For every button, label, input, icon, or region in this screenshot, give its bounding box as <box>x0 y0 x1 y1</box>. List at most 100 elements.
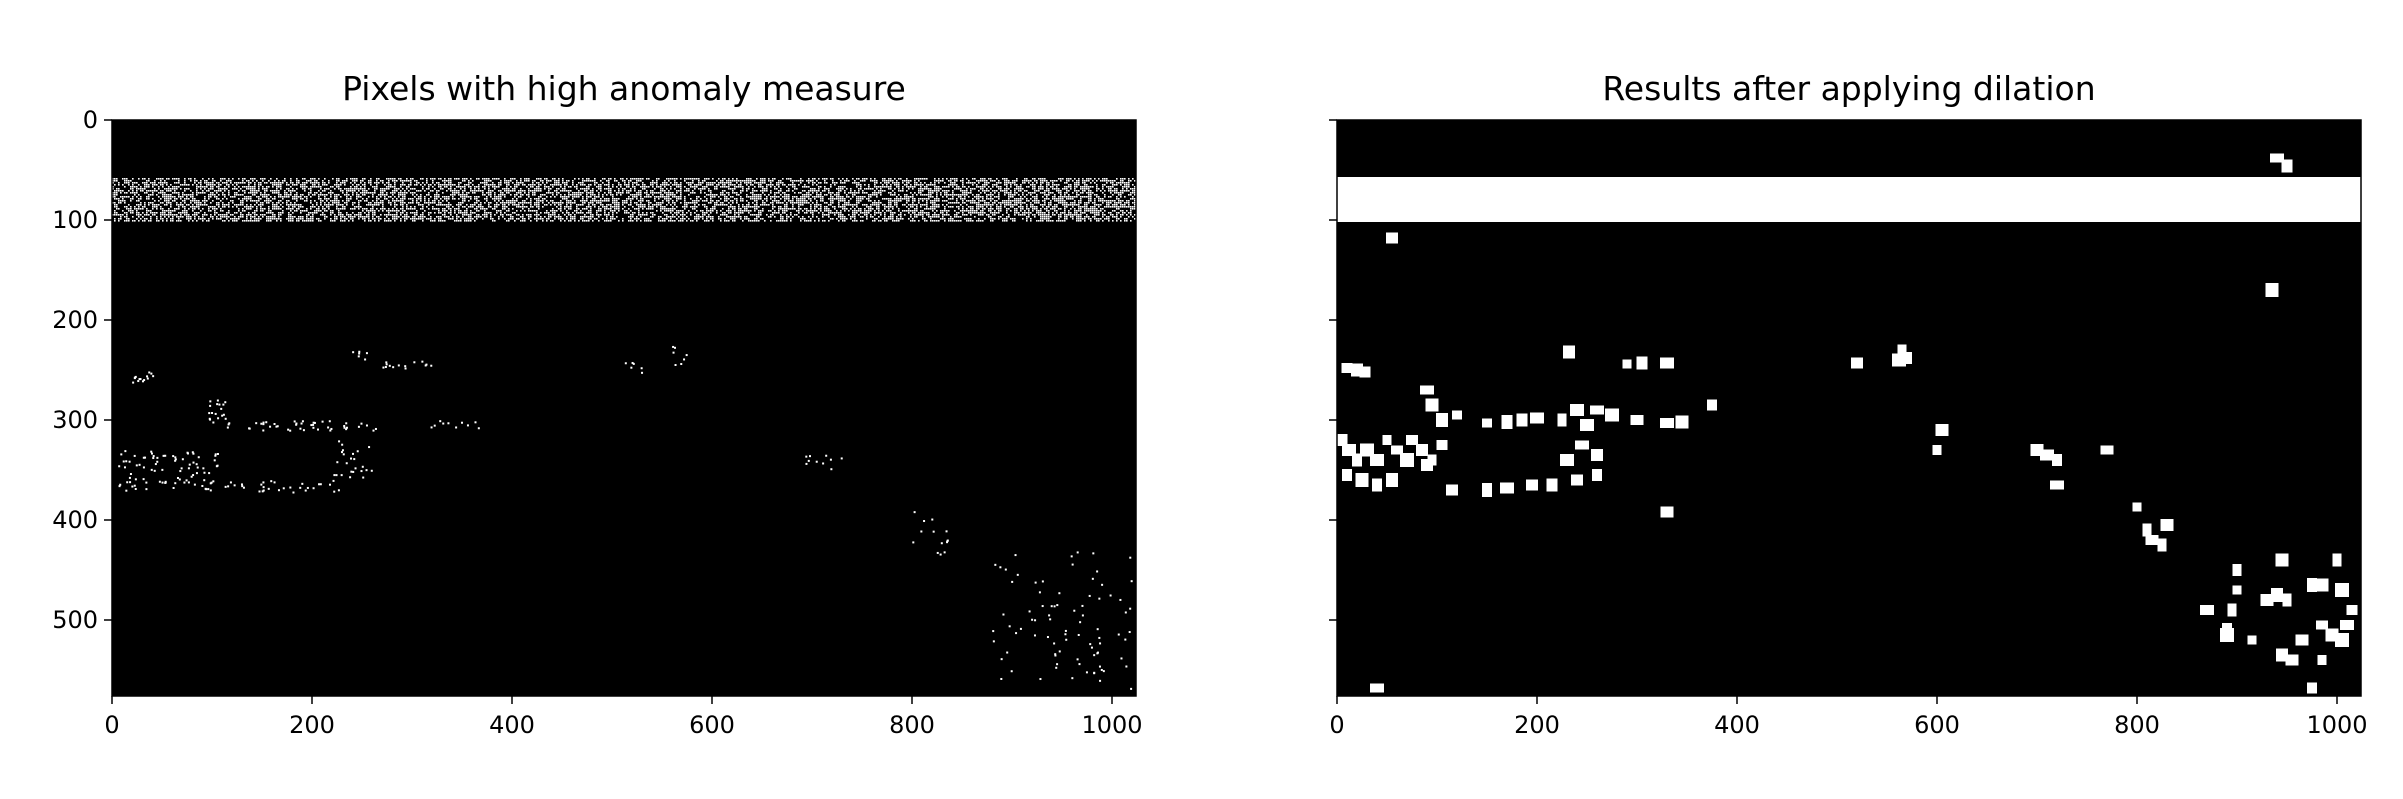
band-pixel <box>978 196 980 198</box>
band-pixel <box>690 178 692 180</box>
band-pixel <box>222 194 224 196</box>
band-pixel <box>274 192 276 194</box>
band-pixel <box>1088 188 1090 190</box>
band-pixel <box>206 190 208 192</box>
band-pixel <box>868 206 870 208</box>
band-pixel <box>338 188 340 190</box>
band-pixel <box>1132 192 1134 194</box>
band-pixel <box>232 178 234 180</box>
band-pixel <box>458 206 460 208</box>
band-pixel <box>854 210 856 212</box>
band-pixel <box>898 194 900 196</box>
band-pixel <box>974 196 976 198</box>
band-pixel <box>1020 208 1022 210</box>
band-pixel <box>190 190 192 192</box>
band-pixel <box>736 194 738 196</box>
band-pixel <box>548 188 550 190</box>
band-pixel <box>992 208 994 210</box>
band-pixel <box>616 192 618 194</box>
band-pixel <box>912 194 914 196</box>
band-pixel <box>518 192 520 194</box>
band-pixel <box>412 192 414 194</box>
band-pixel <box>796 180 798 182</box>
band-pixel <box>412 188 414 190</box>
band-pixel <box>780 198 782 200</box>
band-pixel <box>568 212 570 214</box>
band-pixel <box>660 206 662 208</box>
band-pixel <box>942 212 944 214</box>
band-pixel <box>912 198 914 200</box>
band-pixel <box>510 190 512 192</box>
band-pixel <box>714 204 716 206</box>
band-pixel <box>588 184 590 186</box>
band-pixel <box>912 202 914 204</box>
band-pixel <box>336 178 338 180</box>
band-pixel <box>798 198 800 200</box>
band-pixel <box>310 178 312 180</box>
band-pixel <box>860 208 862 210</box>
band-pixel <box>636 194 638 196</box>
band-pixel <box>576 204 578 206</box>
band-pixel <box>564 182 566 184</box>
band-pixel <box>124 192 126 194</box>
band-pixel <box>868 186 870 188</box>
band-pixel <box>634 212 636 214</box>
band-pixel <box>208 188 210 190</box>
band-pixel <box>304 188 306 190</box>
band-pixel <box>1134 206 1136 208</box>
band-pixel <box>992 212 994 214</box>
band-pixel <box>436 182 438 184</box>
band-pixel <box>962 210 964 212</box>
band-pixel <box>672 178 674 180</box>
band-pixel <box>190 200 192 202</box>
band-pixel <box>1014 180 1016 182</box>
band-pixel <box>930 194 932 196</box>
band-pixel <box>634 190 636 192</box>
band-pixel <box>1090 192 1092 194</box>
band-pixel <box>444 180 446 182</box>
band-pixel <box>626 192 628 194</box>
band-pixel <box>976 208 978 210</box>
band-pixel <box>234 194 236 196</box>
band-pixel <box>470 186 472 188</box>
band-pixel <box>904 204 906 206</box>
band-pixel <box>392 180 394 182</box>
band-pixel <box>594 196 596 198</box>
band-pixel <box>1008 196 1010 198</box>
band-pixel <box>394 196 396 198</box>
band-pixel <box>302 182 304 184</box>
band-pixel <box>684 200 686 202</box>
band-pixel <box>852 178 854 180</box>
band-pixel <box>224 204 226 206</box>
band-pixel <box>428 192 430 194</box>
band-pixel <box>1110 188 1112 190</box>
band-pixel <box>402 204 404 206</box>
band-pixel <box>222 202 224 204</box>
band-pixel <box>996 178 998 180</box>
band-pixel <box>740 192 742 194</box>
band-pixel <box>984 182 986 184</box>
band-pixel <box>608 182 610 184</box>
band-pixel <box>920 186 922 188</box>
band-pixel <box>688 190 690 192</box>
band-pixel <box>524 184 526 186</box>
band-pixel <box>476 178 478 180</box>
band-pixel <box>678 210 680 212</box>
band-pixel <box>688 194 690 196</box>
band-pixel <box>250 206 252 208</box>
band-pixel <box>1014 182 1016 184</box>
band-pixel <box>176 198 178 200</box>
band-pixel <box>800 182 802 184</box>
band-pixel <box>304 190 306 192</box>
band-pixel <box>486 184 488 186</box>
band-pixel <box>274 184 276 186</box>
band-pixel <box>962 186 964 188</box>
band-pixel <box>722 186 724 188</box>
band-pixel <box>176 202 178 204</box>
band-pixel <box>906 186 908 188</box>
band-pixel <box>1104 190 1106 192</box>
band-pixel <box>1086 206 1088 208</box>
band-pixel <box>860 198 862 200</box>
band-pixel <box>504 204 506 206</box>
band-pixel <box>962 180 964 182</box>
